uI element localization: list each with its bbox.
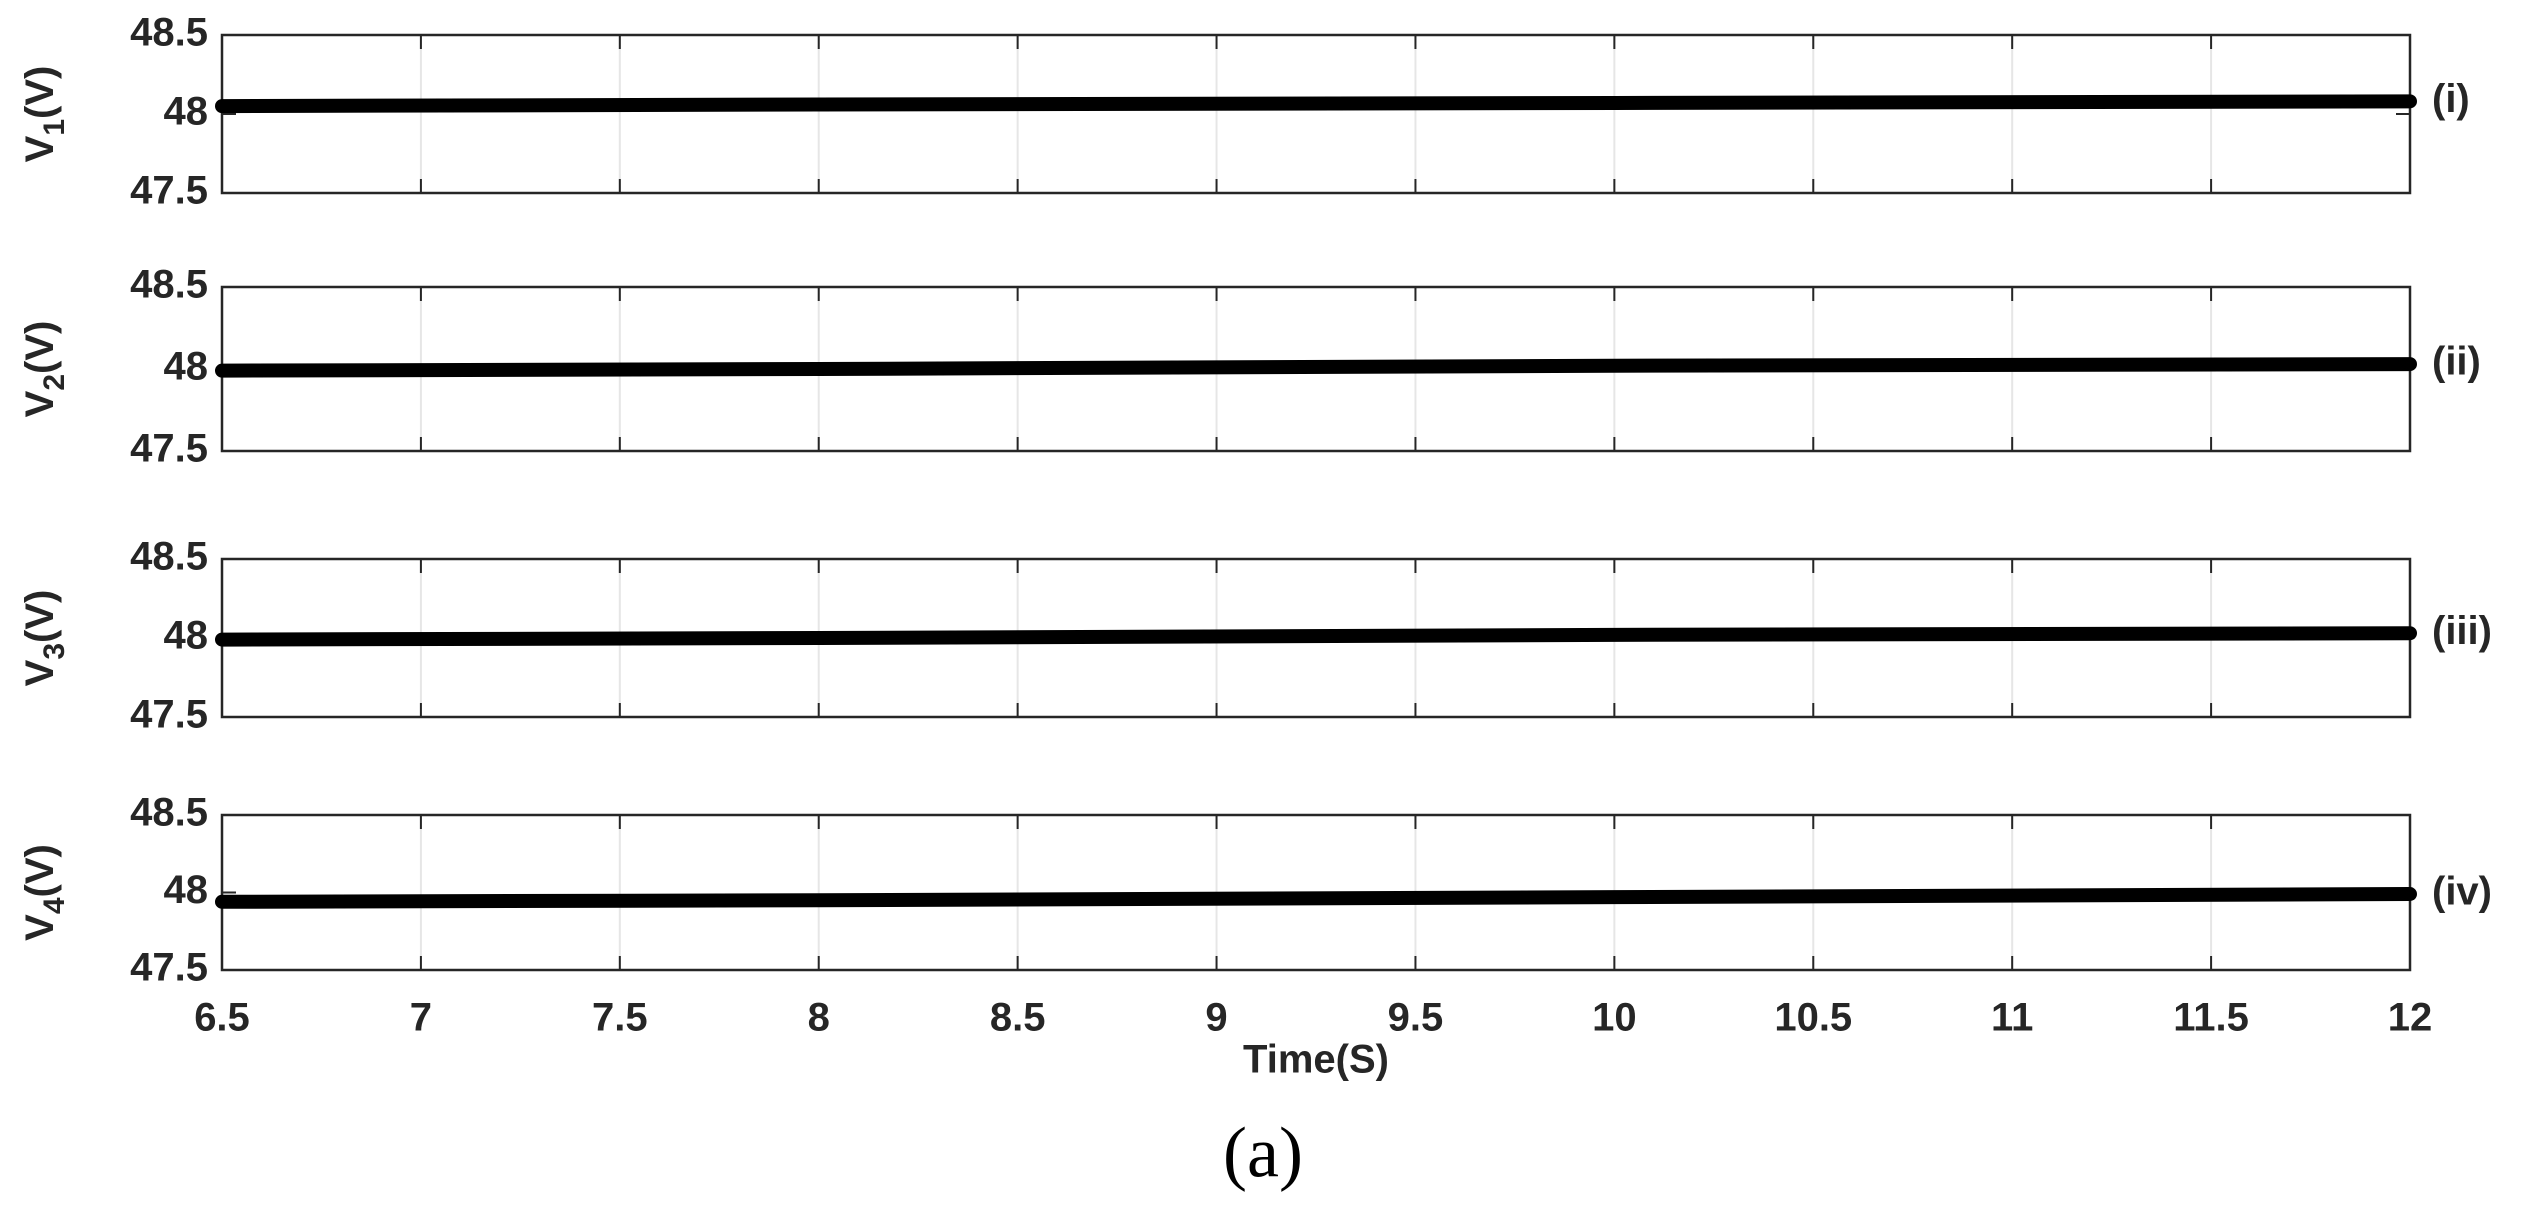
data-line — [215, 887, 2417, 909]
y-label-symbol: V — [18, 914, 62, 941]
plot-frame — [220, 33, 2412, 195]
y-tick-label: 47.5 — [130, 693, 208, 737]
x-tick-label: 10.5 — [1774, 996, 1852, 1040]
y-tick-label: 48 — [164, 614, 209, 658]
y-axis-label: V1(V) — [18, 66, 71, 163]
x-tick-label: 11.5 — [2173, 996, 2249, 1040]
y-tick-label: 47.5 — [130, 427, 208, 471]
panel-label: (i) — [2432, 77, 2470, 121]
y-label-subscript: 3 — [38, 643, 71, 660]
y-tick-label: 47.5 — [130, 946, 208, 990]
y-tick-label: 47.5 — [130, 169, 208, 213]
x-tick-label: 9.5 — [1388, 996, 1444, 1040]
y-label-unit: (V) — [18, 66, 62, 119]
y-label-subscript: 1 — [38, 119, 71, 136]
y-label-unit: (V) — [18, 590, 62, 643]
y-axis-label: V4(V) — [18, 844, 71, 941]
y-label-unit: (V) — [18, 844, 62, 897]
x-tick-label: 10 — [1592, 996, 1637, 1040]
y-tick-label: 48.5 — [130, 791, 208, 835]
y-label-symbol: V — [18, 390, 62, 417]
x-tick-label: 8.5 — [990, 996, 1046, 1040]
y-label-subscript: 4 — [38, 897, 71, 914]
x-tick-label: 7.5 — [592, 996, 648, 1040]
y-tick-label: 48.5 — [130, 535, 208, 579]
data-line — [215, 94, 2417, 114]
y-tick-label: 48.5 — [130, 263, 208, 307]
panel-label: (iv) — [2432, 870, 2492, 914]
x-tick-label: 11 — [1991, 996, 2033, 1040]
x-axis-label: Time(S) — [1243, 1038, 1389, 1082]
y-tick-label: 48 — [164, 90, 209, 134]
y-axis-label: V3(V) — [18, 590, 71, 687]
x-tick-label: 12 — [2388, 996, 2433, 1040]
x-tick-label: 9 — [1205, 996, 1227, 1040]
caption: (a) — [1223, 1113, 1303, 1193]
y-label-symbol: V — [18, 135, 62, 162]
y-tick-label: 48 — [164, 868, 209, 912]
y-label-symbol: V — [18, 659, 62, 686]
y-label-subscript: 2 — [38, 374, 71, 391]
y-tick-label: 48.5 — [130, 11, 208, 55]
x-tick-label: 6.5 — [194, 996, 250, 1040]
data-line — [215, 357, 2417, 378]
data-line — [215, 626, 2417, 647]
x-tick-label: 8 — [808, 996, 830, 1040]
x-tick-label: 7 — [410, 996, 432, 1040]
y-axis-label: V2(V) — [18, 321, 71, 418]
y-label-unit: (V) — [18, 321, 62, 374]
panel-label: (ii) — [2432, 340, 2481, 384]
y-tick-label: 48 — [164, 345, 209, 389]
panel-label: (iii) — [2432, 609, 2492, 653]
